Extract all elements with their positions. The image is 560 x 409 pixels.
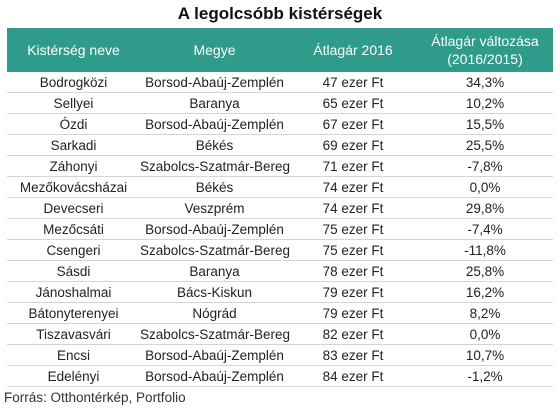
cell-county: Borsod-Abaúj-Zemplén bbox=[140, 218, 289, 240]
cell-name: Devecseri bbox=[7, 197, 140, 219]
table-row: Edelényi Borsod-Abaúj-Zemplén 84 ezer Ft -1… bbox=[7, 365, 553, 387]
cell-name: Mezőkovácsházai bbox=[7, 176, 140, 198]
cell-change: 10,2% bbox=[417, 92, 553, 114]
cell-county: Szabolcs-Szatmár-Bereg bbox=[140, 323, 290, 345]
cell-county: Békés bbox=[140, 134, 289, 156]
cell-change: -11,8% bbox=[417, 239, 553, 261]
table-title: A legolcsóbb kistérségek bbox=[177, 4, 383, 23]
header-valtozas: Átlagár változása (2016/2015) bbox=[417, 28, 553, 72]
cell-price: 79 ezer Ft bbox=[289, 302, 417, 324]
cell-price: 67 ezer Ft bbox=[289, 113, 417, 135]
cell-county: Baranya bbox=[140, 92, 289, 114]
cell-price: 79 ezer Ft bbox=[289, 281, 417, 303]
data-table: Kistérség neve Megye Átlagár 2016 Átlagá… bbox=[7, 28, 553, 387]
cell-price: 71 ezer Ft bbox=[289, 155, 417, 177]
cell-change: 10,7% bbox=[417, 344, 553, 366]
table-row: Mezőcsáti Borsod-Abaúj-Zemplén 75 ezer Ft -… bbox=[7, 218, 553, 240]
cell-county: Borsod-Abaúj-Zemplén bbox=[140, 72, 289, 93]
table-row: Csengeri Szabolcs-Szatmár-Bereg 75 ezer Ft… bbox=[7, 239, 553, 261]
cell-price: 65 ezer Ft bbox=[289, 92, 417, 114]
cell-change: 29,8% bbox=[417, 197, 553, 219]
cell-change: -7,8% bbox=[417, 155, 553, 177]
cell-county: Szabolcs-Szatmár-Bereg bbox=[140, 155, 290, 177]
cell-name: Ózdi bbox=[7, 113, 140, 135]
cell-county: Borsod-Abaúj-Zemplén bbox=[140, 344, 289, 366]
cell-county: Veszprém bbox=[140, 197, 289, 219]
cell-county: Nógrád bbox=[140, 302, 289, 324]
cell-name: Tiszavasvári bbox=[7, 323, 140, 345]
cell-county: Baranya bbox=[140, 260, 289, 282]
cell-change: -7,4% bbox=[417, 218, 553, 240]
cell-price: 83 ezer Ft bbox=[289, 344, 417, 366]
cell-change: 15,5% bbox=[417, 113, 553, 135]
table-row: Záhonyi Szabolcs-Szatmár-Bereg 71 ezer Ft -… bbox=[7, 155, 553, 177]
cell-change: 8,2% bbox=[417, 302, 553, 324]
cell-price: 74 ezer Ft bbox=[289, 197, 417, 219]
header-atlagar: Átlagár 2016 bbox=[289, 28, 417, 72]
header-kisterseg: Kistérség neve bbox=[7, 28, 140, 72]
cell-name: Mezőcsáti bbox=[7, 218, 140, 240]
cell-change: 0,0% bbox=[417, 323, 553, 345]
cell-change: -1,2% bbox=[417, 365, 553, 387]
cell-county: Békés bbox=[140, 176, 289, 198]
cell-price: 69 ezer Ft bbox=[289, 134, 417, 156]
cell-change: 25,5% bbox=[417, 134, 553, 156]
cell-price: 84 ezer Ft bbox=[289, 365, 417, 387]
cell-price: 74 ezer Ft bbox=[289, 176, 417, 198]
table-row: Bátonyterenyei Nógrád 79 ezer Ft 8,2% bbox=[7, 302, 553, 324]
table-header: Kistérség neve Megye Átlagár 2016 Átlagá… bbox=[7, 28, 553, 72]
cell-price: 82 ezer Ft bbox=[289, 323, 417, 345]
cell-price: 47 ezer Ft bbox=[289, 72, 417, 93]
cell-change: 16,2% bbox=[417, 281, 553, 303]
table-row: Bodrogközi Borsod-Abaúj-Zemplén 47 ezer Ft… bbox=[7, 72, 553, 93]
cell-price: 75 ezer Ft bbox=[289, 239, 417, 261]
cell-county: Borsod-Abaúj-Zemplén bbox=[140, 365, 289, 387]
table-row: Devecseri Veszprém 74 ezer Ft 29,8% bbox=[7, 197, 553, 219]
cell-name: Bodrogközi bbox=[7, 72, 140, 93]
cell-county: Szabolcs-Szatmár-Bereg bbox=[140, 239, 290, 261]
table-row: Tiszavasvári Szabolcs-Szatmár-Bereg 82 eze… bbox=[7, 323, 553, 345]
table-row: Sarkadi Békés 69 ezer Ft 25,5% bbox=[7, 134, 553, 156]
header-row: Kistérség neve Megye Átlagár 2016 Átlagá… bbox=[7, 28, 553, 72]
cell-change: 34,3% bbox=[417, 72, 553, 93]
cell-name: Záhonyi bbox=[7, 155, 140, 177]
table-row: Encsi Borsod-Abaúj-Zemplén 83 ezer Ft 10,7% bbox=[7, 344, 553, 366]
source-note: Forrás: Otthontérkép, Portfolio bbox=[4, 390, 186, 405]
table-row: Ózdi Borsod-Abaúj-Zemplén 67 ezer Ft 15,5% bbox=[7, 113, 553, 135]
header-valtozas-line1: Átlagár változása bbox=[431, 33, 539, 49]
cell-name: Bátonyterenyei bbox=[7, 302, 140, 324]
header-valtozas-line2: (2016/2015) bbox=[447, 51, 523, 67]
cell-name: Encsi bbox=[7, 344, 140, 366]
cell-change: 0,0% bbox=[417, 176, 553, 198]
cell-name: Csengeri bbox=[7, 239, 140, 261]
cell-county: Borsod-Abaúj-Zemplén bbox=[140, 113, 289, 135]
table-row: Mezőkovácsházai Békés 74 ezer Ft 0,0% bbox=[7, 176, 553, 198]
table-row: Sellyei Baranya 65 ezer Ft 10,2% bbox=[7, 92, 553, 114]
cell-name: Sellyei bbox=[7, 92, 140, 114]
cell-price: 78 ezer Ft bbox=[289, 260, 417, 282]
table-row: Jánoshalmai Bács-Kiskun 79 ezer Ft 16,2% bbox=[7, 281, 553, 303]
cell-name: Sásdi bbox=[7, 260, 140, 282]
cell-price: 75 ezer Ft bbox=[289, 218, 417, 240]
table-body: Bodrogközi Borsod-Abaúj-Zemplén 47 ezer Ft… bbox=[7, 72, 553, 387]
cell-county: Bács-Kiskun bbox=[140, 281, 289, 303]
header-megye: Megye bbox=[140, 28, 289, 72]
cell-name: Jánoshalmai bbox=[7, 281, 140, 303]
cell-name: Sarkadi bbox=[7, 134, 140, 156]
table-row: Sásdi Baranya 78 ezer Ft 25,8% bbox=[7, 260, 553, 282]
cell-change: 25,8% bbox=[417, 260, 553, 282]
cell-name: Edelényi bbox=[7, 365, 140, 387]
